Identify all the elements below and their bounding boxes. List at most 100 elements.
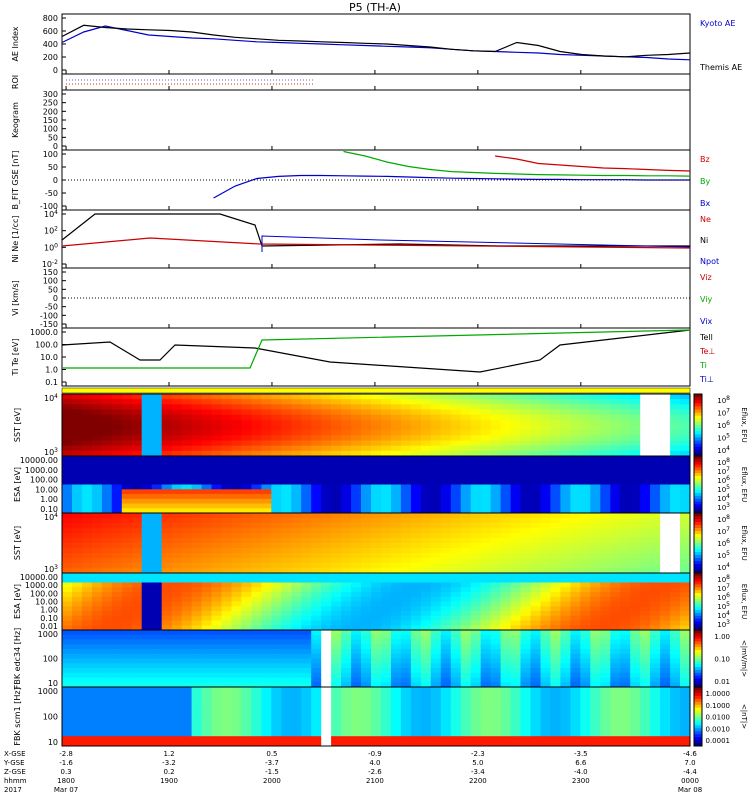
spectrogram-cell — [62, 558, 73, 564]
spectrogram-cell — [301, 409, 312, 416]
spectrogram-cell — [550, 663, 561, 669]
spectrogram-cell — [430, 419, 442, 426]
spectrogram-cell — [580, 430, 591, 436]
spectrogram-cell — [261, 606, 272, 612]
spectrogram-cell — [640, 498, 651, 505]
spectrogram-cell — [201, 513, 213, 519]
spectrogram-cell — [570, 649, 581, 655]
spectrogram-cell — [72, 687, 83, 693]
spectrogram-cell — [450, 741, 462, 747]
spectrogram-cell — [311, 494, 322, 500]
spectrogram-cell — [510, 711, 522, 717]
spectrogram-cell — [251, 741, 262, 747]
spectrogram-cell — [81, 456, 93, 462]
spectrogram-cell — [590, 682, 601, 688]
spectrogram-cell — [450, 625, 462, 631]
spectrogram-cell — [450, 484, 462, 490]
spectrogram-cell — [191, 558, 203, 564]
spectrogram-cell — [151, 494, 163, 500]
spectrogram-cell — [550, 577, 561, 584]
spectrogram-cell — [62, 691, 73, 698]
spectrogram-cell — [570, 518, 581, 524]
spectrogram-cell — [540, 568, 551, 574]
spectrogram-cell — [271, 726, 282, 732]
spectrogram-cell — [72, 601, 83, 607]
spectrogram-cell — [361, 404, 372, 410]
spectrogram-cell — [191, 726, 203, 732]
footer-row-label: Z-GSE — [4, 768, 26, 776]
spectrogram-cell — [510, 430, 522, 436]
spectrogram-cell — [171, 465, 183, 471]
spectrogram-cell — [231, 630, 242, 636]
spectrogram-cell — [660, 445, 671, 452]
spectrogram-cell — [650, 644, 661, 650]
spectrogram-cell — [241, 701, 252, 708]
spectrogram-cell — [121, 582, 133, 588]
y-tick-label: 100 — [43, 125, 58, 134]
spectrogram-cell — [261, 691, 272, 698]
spectrogram-cell — [101, 513, 113, 519]
spectrogram-cell — [530, 435, 541, 441]
spectrogram-cell — [301, 587, 312, 593]
spectrogram-cell — [410, 587, 422, 593]
spectrogram-cell — [480, 736, 492, 742]
spectrogram-cell — [62, 409, 73, 416]
spectrogram-cell — [480, 553, 492, 559]
spectrogram-cell — [600, 577, 611, 584]
spectrogram-cell — [510, 445, 522, 452]
y-tick-label: 103 — [44, 447, 58, 457]
spectrogram-cell — [490, 498, 502, 505]
spectrogram-cell — [550, 523, 561, 529]
spectrogram-cell — [560, 634, 571, 641]
spectrogram-cell — [101, 711, 113, 717]
spectrogram-cell — [111, 558, 123, 564]
spectrogram-cell — [201, 456, 213, 462]
spectrogram-cell — [381, 615, 392, 622]
spectrogram-cell — [440, 538, 452, 544]
spectrogram-cell — [650, 484, 661, 490]
spectrogram-cell — [241, 596, 252, 603]
spectrogram-cell — [72, 465, 83, 471]
spectrogram-cell — [241, 440, 252, 447]
spectrogram-cell — [81, 716, 93, 722]
spectrogram-cell — [570, 404, 581, 410]
spectrogram-cell — [440, 677, 452, 683]
spectrogram-cell — [191, 513, 203, 519]
spectrogram-cell — [161, 620, 173, 626]
spectrogram-cell — [410, 582, 422, 588]
spectrogram-cell — [480, 630, 492, 636]
spectrogram-cell — [550, 701, 561, 708]
spectrogram-cell — [430, 639, 442, 645]
spectrogram-cell — [291, 563, 302, 569]
spectrogram-cell — [610, 568, 621, 574]
spectrogram-cell — [81, 528, 93, 534]
spectrogram-cell — [450, 615, 462, 622]
spectrogram-cell — [261, 568, 272, 574]
spectrogram-cell — [72, 721, 83, 727]
spectrogram-cell — [91, 573, 103, 579]
spectrogram-cell — [141, 582, 153, 588]
spectrogram-cell — [291, 533, 302, 539]
spectrogram-cell — [201, 489, 213, 495]
spectrogram-cell — [430, 414, 442, 421]
series-bz — [495, 155, 691, 172]
spectrogram-cell — [91, 456, 103, 462]
spectrogram-cell — [650, 543, 661, 549]
footer-value: 0.3 — [60, 768, 71, 776]
spectrogram-cell — [580, 601, 591, 607]
spectrogram-cell — [480, 687, 492, 693]
spectrogram-cell — [410, 523, 422, 529]
spectrogram-cell — [151, 711, 163, 717]
spectrogram-cell — [91, 563, 103, 569]
spectrogram-cell — [680, 687, 691, 693]
spectrogram-cell — [351, 592, 362, 598]
spectrogram-cell — [391, 634, 402, 641]
spectrogram-cell — [400, 691, 412, 698]
spectrogram-cell — [680, 721, 691, 727]
spectrogram-cell — [490, 430, 502, 436]
spectrogram-cell — [430, 620, 442, 626]
spectrogram-cell — [161, 435, 173, 441]
spectrogram-cell — [301, 736, 312, 742]
spectrogram-cell — [231, 498, 242, 505]
